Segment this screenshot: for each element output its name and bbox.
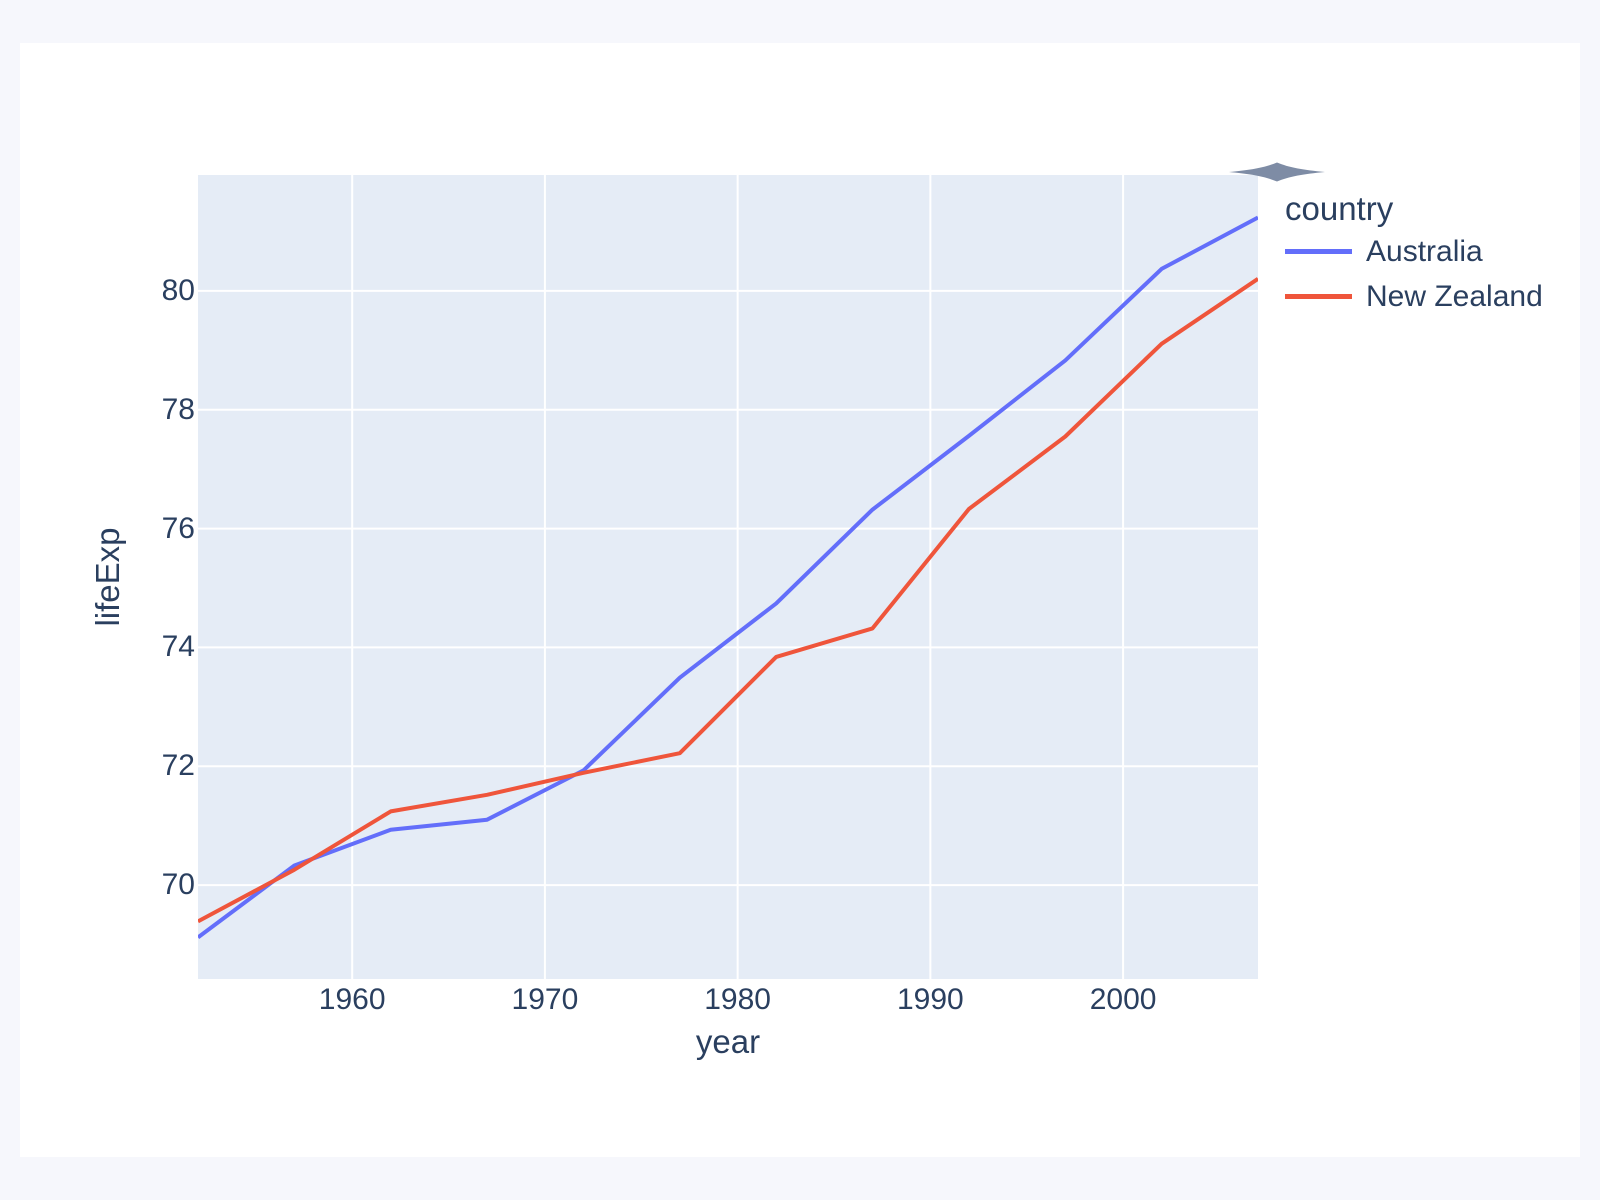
- legend-title: country: [1285, 190, 1394, 227]
- modebar-expand-icon[interactable]: [1229, 162, 1325, 182]
- legend: country Australia New Zealand: [1285, 189, 1543, 319]
- x-axis-title: year: [695, 1023, 761, 1060]
- plot-area: [198, 175, 1258, 979]
- y-tick-label: 80: [161, 273, 195, 307]
- legend-item-label: New Zealand: [1366, 279, 1543, 313]
- legend-line-swatch: [1285, 294, 1352, 299]
- legend-items: Australia New Zealand: [1285, 229, 1543, 319]
- x-tick-label: 1960: [318, 983, 386, 1016]
- y-tick-label: 78: [161, 392, 195, 426]
- modebar-expand-icon-shape: [1229, 162, 1325, 182]
- x-tick-label: 2000: [1089, 983, 1157, 1016]
- legend-item-label: Australia: [1366, 234, 1483, 268]
- y-tick-label: 72: [161, 749, 195, 783]
- x-tick-label: 1970: [511, 983, 579, 1016]
- chart-card: 70 72 74 76 78 80 1960 1970 1980 1990 2000 year l…: [20, 43, 1580, 1157]
- x-tick-label: 1980: [704, 983, 771, 1016]
- y-tick-label: 76: [161, 511, 195, 545]
- y-tick-label: 74: [161, 630, 195, 664]
- legend-item-australia[interactable]: Australia: [1285, 229, 1543, 274]
- series-line-new-zealand: [198, 277, 1258, 924]
- legend-line-swatch: [1285, 249, 1352, 254]
- y-tick-label: 70: [161, 868, 195, 902]
- plot-background: [198, 175, 1258, 979]
- x-tick-label: 1990: [896, 983, 964, 1016]
- legend-item-new-zealand[interactable]: New Zealand: [1285, 274, 1543, 319]
- series-line-australia: [198, 215, 1258, 940]
- y-axis-title: lifeExp: [89, 527, 126, 627]
